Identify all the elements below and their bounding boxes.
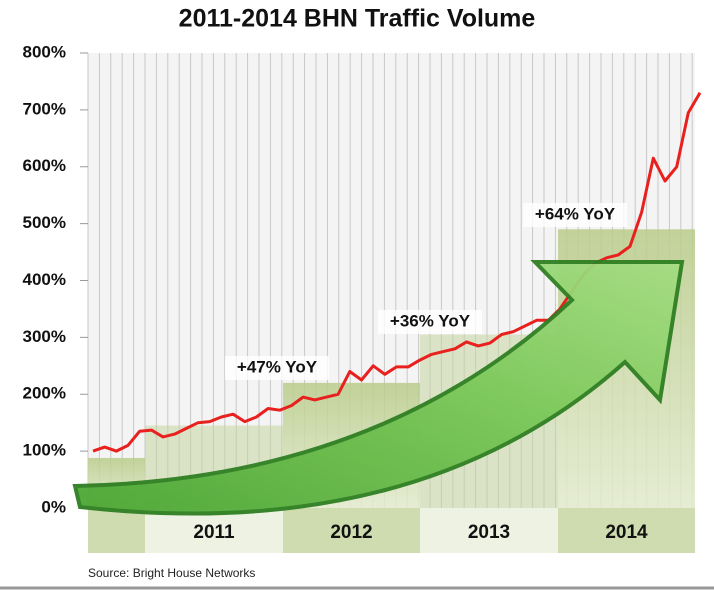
chart: 2011-2014 BHN Traffic Volume 0% 100% 200% 3… — [0, 0, 714, 591]
y-tick-label: 500% — [23, 213, 66, 232]
chart-title: 2011-2014 BHN Traffic Volume — [179, 5, 536, 33]
x-tick-label: 2012 — [330, 522, 372, 543]
x-tick-label: 2011 — [193, 522, 235, 543]
y-tick-label: 600% — [23, 156, 66, 175]
y-tick-label: 800% — [23, 42, 66, 61]
annotation: +64% YoY — [535, 204, 616, 223]
annotation: +47% YoY — [237, 357, 318, 376]
y-tick-label: 300% — [23, 327, 66, 346]
x-tick-label: 2014 — [605, 522, 648, 543]
y-tick-label: 200% — [23, 384, 66, 403]
y-tick-label: 400% — [23, 270, 66, 289]
x-tick-label: 2013 — [468, 522, 510, 543]
annotation: +36% YoY — [390, 311, 471, 330]
y-tick-label: 700% — [23, 99, 66, 118]
y-tick-label: 100% — [23, 441, 66, 460]
y-tick-label: 0% — [41, 497, 66, 516]
bar-base — [88, 508, 145, 553]
source-note: Source: Bright House Networks — [88, 566, 255, 580]
